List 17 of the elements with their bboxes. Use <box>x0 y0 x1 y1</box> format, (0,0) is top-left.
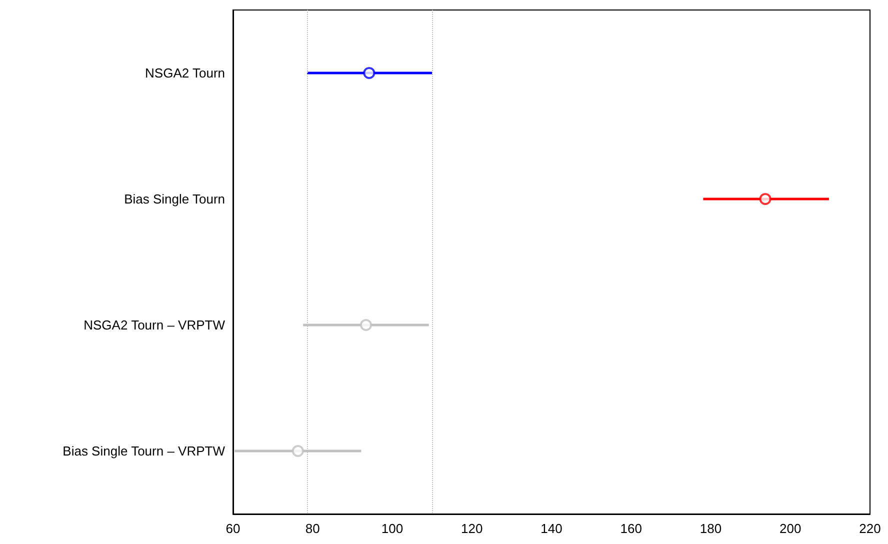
x-tick-label: 140 <box>540 521 562 536</box>
point <box>292 445 304 457</box>
y-tick-label: NSGA2 Tourn – VRPTW <box>84 318 226 332</box>
point <box>363 67 376 79</box>
x-tick-label: 180 <box>700 521 722 536</box>
point <box>360 319 372 331</box>
x-tick-label: 160 <box>620 521 642 536</box>
x-tick-label: 100 <box>381 521 404 536</box>
x-tick-label: 80 <box>305 521 320 536</box>
y-tick-label: Bias Single Tourn – VRPTW <box>62 444 226 458</box>
point <box>759 193 772 205</box>
x-tick-label: 60 <box>226 521 240 536</box>
y-tick-label: NSGA2 Tourn <box>145 66 225 80</box>
y-tick-label: Bias Single Tourn <box>124 192 225 206</box>
x-tick-label: 120 <box>461 521 483 536</box>
x-tick-label: 220 <box>859 521 881 536</box>
x-tick-label: 200 <box>780 521 802 536</box>
